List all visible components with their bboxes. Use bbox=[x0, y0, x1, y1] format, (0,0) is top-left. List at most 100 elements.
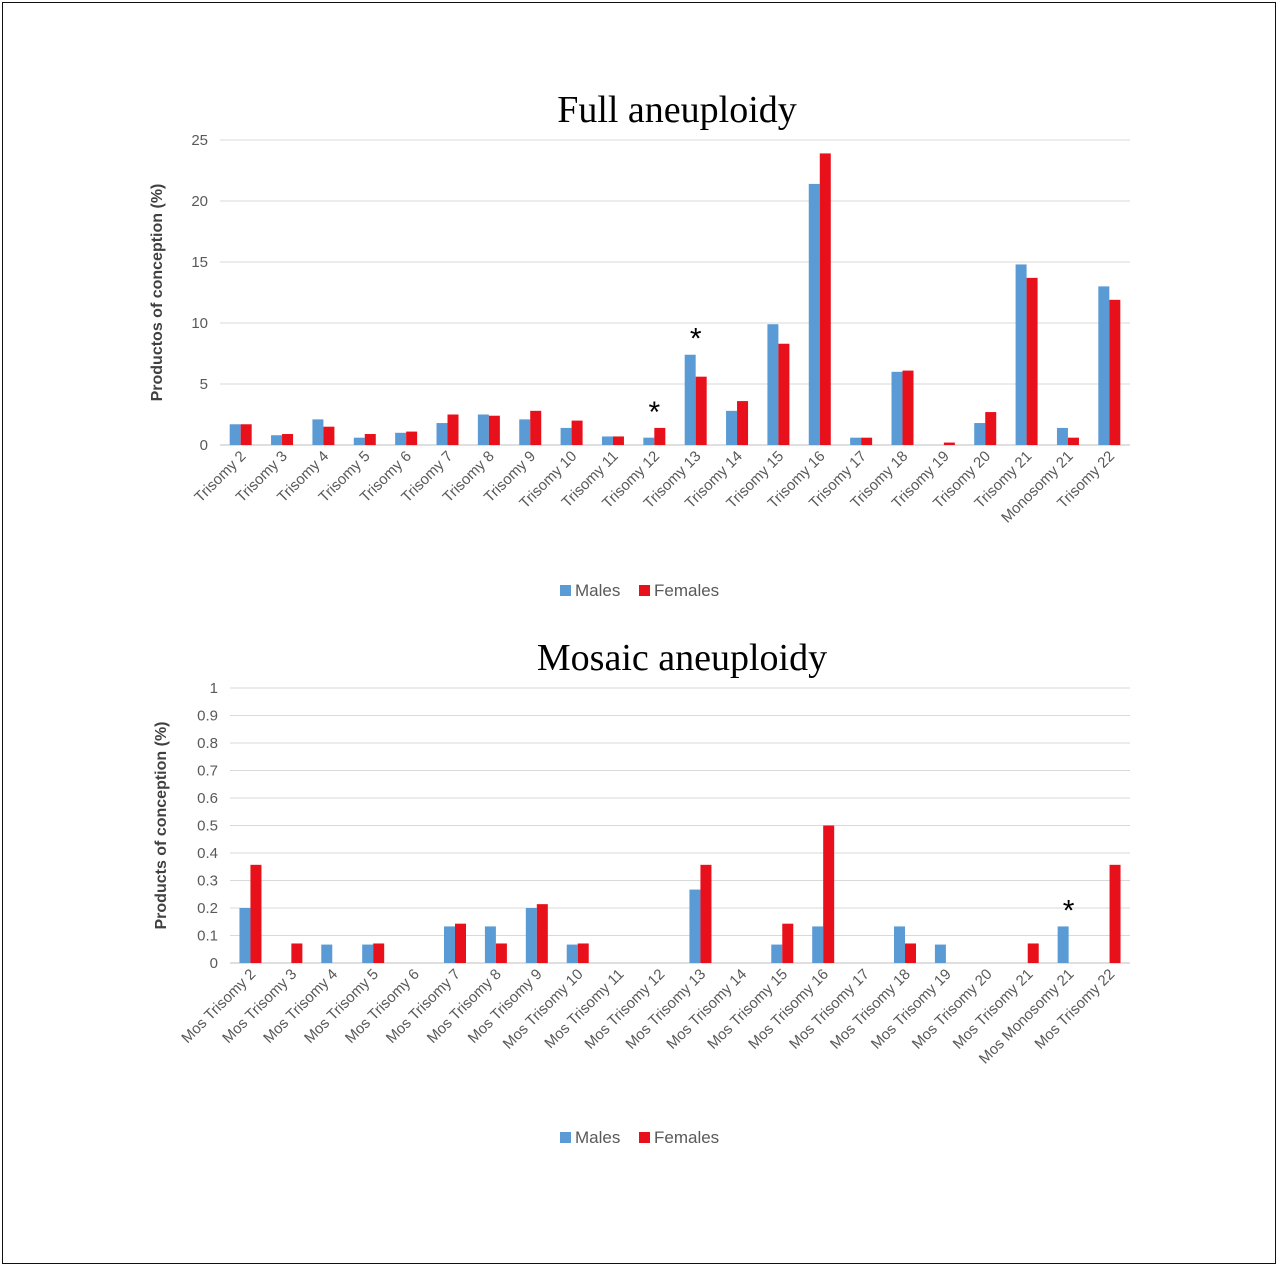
chart-2-bar-females-mos-trisomy-8 bbox=[495, 943, 507, 963]
chart-2-bar-males-mos-trisomy-8 bbox=[484, 926, 496, 963]
chart-1-bar-males-trisomy-20 bbox=[974, 423, 986, 445]
chart-1-bar-males-monosomy-21 bbox=[1056, 427, 1068, 445]
chart-1-significance-marker: * bbox=[648, 396, 660, 429]
chart-1-bar-males-trisomy-4 bbox=[312, 419, 324, 445]
chart-1-bar-males-trisomy-8 bbox=[477, 414, 489, 445]
chart-2-y-tick-label: 0.3 bbox=[197, 873, 218, 890]
chart-2-legend-label-males: Males bbox=[575, 1128, 620, 1147]
chart-2-bar-females-mos-trisomy-10 bbox=[577, 943, 589, 963]
chart-2-y-tick-label: 0.4 bbox=[197, 845, 218, 862]
chart-1-bar-males-trisomy-15 bbox=[767, 324, 779, 445]
chart-1-y-tick-label: 25 bbox=[191, 132, 208, 149]
chart-1-bar-males-trisomy-5 bbox=[353, 437, 365, 445]
chart-1-y-tick-label: 5 bbox=[200, 376, 208, 393]
chart-1-y-tick-label: 20 bbox=[191, 193, 208, 210]
chart-1-bar-females-trisomy-22 bbox=[1109, 299, 1121, 445]
chart-2-bar-females-mos-trisomy-15 bbox=[782, 923, 794, 963]
chart-1-bar-females-trisomy-13 bbox=[695, 376, 707, 445]
chart-2-y-tick-label: 1 bbox=[210, 680, 218, 697]
chart-2-bar-males-mos-trisomy-13 bbox=[689, 889, 701, 963]
chart-2-bar-males-mos-trisomy-2 bbox=[239, 908, 251, 963]
chart-2-bar-males-mos-monosomy-21 bbox=[1057, 926, 1069, 963]
chart-1-significance-marker: * bbox=[690, 323, 702, 356]
chart-2-bar-males-mos-trisomy-7 bbox=[444, 926, 455, 963]
chart-1-legend-label-males: Males bbox=[575, 581, 620, 600]
chart-1-bar-females-trisomy-9 bbox=[530, 410, 542, 445]
chart-1-bar-females-trisomy-17 bbox=[861, 437, 873, 445]
chart-2-y-tick-label: 0.1 bbox=[197, 928, 218, 945]
chart-2-bar-females-mos-trisomy-13 bbox=[700, 864, 712, 963]
chart-1-bar-females-trisomy-10 bbox=[571, 420, 583, 445]
chart-1-bar-females-trisomy-3 bbox=[282, 434, 294, 445]
chart-1-title: Full aneuploidy bbox=[557, 89, 797, 131]
chart-1-bar-males-trisomy-21 bbox=[1015, 264, 1027, 445]
chart-1-bar-females-trisomy-20 bbox=[985, 412, 997, 445]
chart-1-y-tick-label: 0 bbox=[200, 437, 208, 454]
chart-2-bar-females-mos-trisomy-2 bbox=[250, 864, 262, 963]
chart-1: Full aneuploidy 0 5 10 15 20 25 Productos of co… bbox=[149, 89, 1130, 600]
chart-2-y-tick-label: 0.6 bbox=[197, 790, 218, 807]
chart-2-legend-swatch-males bbox=[560, 1132, 571, 1143]
chart-1-bar-males-trisomy-14 bbox=[726, 410, 738, 445]
chart-1-bar-males-trisomy-13 bbox=[684, 354, 696, 445]
chart-2-bar-females-mos-trisomy-9 bbox=[536, 904, 548, 963]
chart-1-bar-males-trisomy-12 bbox=[643, 437, 655, 445]
chart-1-y-tick-label: 15 bbox=[191, 254, 208, 271]
chart-1-bar-males-trisomy-10 bbox=[560, 427, 572, 445]
chart-2-bar-females-mos-trisomy-16 bbox=[823, 825, 835, 963]
chart-2-bar-males-mos-trisomy-4 bbox=[321, 944, 333, 963]
chart-2-y-tick-label: 0.5 bbox=[197, 818, 218, 835]
chart-2-bar-females-mos-trisomy-18 bbox=[905, 943, 916, 963]
chart-2-bar-males-mos-trisomy-15 bbox=[771, 944, 783, 963]
chart-2-y-tick-label: 0.9 bbox=[197, 708, 218, 725]
chart-1-y-tick-label: 10 bbox=[191, 315, 208, 332]
chart-1-legend-swatch-males bbox=[560, 585, 571, 596]
chart-1-bar-males-trisomy-3 bbox=[271, 435, 283, 445]
chart-2-bar-females-mos-trisomy-22 bbox=[1109, 864, 1121, 963]
chart-1-bar-females-trisomy-12 bbox=[654, 427, 666, 445]
chart-1-bar-females-trisomy-19 bbox=[943, 442, 955, 445]
chart-2-bar-males-mos-trisomy-19 bbox=[934, 944, 946, 963]
chart-1-legend: Males Females bbox=[560, 581, 719, 600]
chart-2-title: Mosaic aneuploidy bbox=[537, 637, 827, 679]
chart-1-bar-females-trisomy-18 bbox=[902, 370, 914, 445]
chart-1-bar-females-trisomy-6 bbox=[406, 431, 418, 445]
chart-1-legend-label-females: Females bbox=[654, 581, 719, 600]
chart-1-bar-females-trisomy-7 bbox=[447, 414, 459, 445]
chart-1-bar-males-trisomy-17 bbox=[850, 437, 862, 445]
chart-2-y-axis-label: Products of conception (%) bbox=[153, 722, 170, 930]
chart-2-bar-females-mos-trisomy-7 bbox=[455, 923, 466, 963]
chart-1-bar-females-trisomy-15 bbox=[778, 343, 790, 445]
chart-2-bar-males-mos-trisomy-10 bbox=[566, 944, 578, 963]
chart-1-bar-females-monosomy-21 bbox=[1067, 437, 1079, 445]
chart-1-bar-males-trisomy-7 bbox=[436, 423, 448, 445]
chart-1-bar-females-trisomy-14 bbox=[737, 401, 749, 445]
chart-2-y-tick-label: 0 bbox=[210, 955, 218, 972]
chart-1-bar-females-trisomy-21 bbox=[1026, 277, 1038, 445]
chart-1-bar-males-trisomy-22 bbox=[1098, 286, 1110, 445]
chart-1-x-tick-label: Monosomy 21 bbox=[998, 448, 1077, 527]
chart-2-bar-males-mos-trisomy-16 bbox=[812, 926, 824, 963]
chart-2-bar-females-mos-trisomy-3 bbox=[291, 943, 303, 963]
chart-2-y-tick-label: 0.2 bbox=[197, 900, 218, 917]
chart-2-bar-males-mos-trisomy-18 bbox=[894, 926, 905, 963]
chart-1-legend-swatch-females bbox=[639, 585, 650, 596]
chart-2-legend: Males Females bbox=[560, 1128, 719, 1147]
chart-2-y-tick-label: 0.7 bbox=[197, 763, 218, 780]
chart-2-legend-label-females: Females bbox=[654, 1128, 719, 1147]
chart-1-bar-males-trisomy-11 bbox=[601, 436, 613, 445]
chart-1-bar-males-trisomy-6 bbox=[395, 432, 407, 445]
chart-2-significance-marker: * bbox=[1063, 894, 1075, 927]
chart-2: Mosaic aneuploidy 0 0.1 0.2 0.3 0.4 0.5 0.6 0.7 0… bbox=[153, 637, 1130, 1147]
chart-1-bar-females-trisomy-8 bbox=[488, 415, 500, 445]
chart-1-y-axis-label: Productos of conception (%) bbox=[149, 184, 166, 402]
chart-2-bar-females-mos-trisomy-21 bbox=[1027, 943, 1039, 963]
chart-2-legend-swatch-females bbox=[639, 1132, 650, 1143]
chart-1-bar-males-trisomy-9 bbox=[519, 419, 531, 445]
chart-1-bar-females-trisomy-16 bbox=[819, 153, 831, 446]
chart-1-bar-males-trisomy-2 bbox=[229, 424, 241, 445]
chart-2-bar-males-mos-trisomy-5 bbox=[362, 944, 374, 963]
chart-1-bar-males-trisomy-16 bbox=[808, 183, 820, 446]
